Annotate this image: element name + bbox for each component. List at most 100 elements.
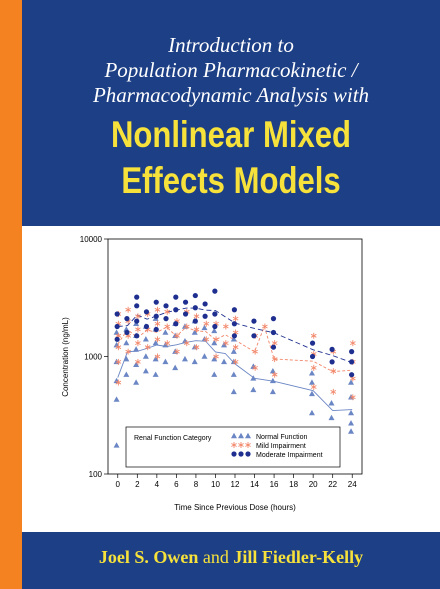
subtitle-line-2: Population Pharmacokinetic / bbox=[104, 58, 358, 82]
data-point bbox=[154, 353, 161, 360]
data-point bbox=[124, 316, 130, 322]
data-point bbox=[142, 353, 149, 359]
data-point bbox=[114, 323, 120, 330]
data-point bbox=[212, 311, 218, 317]
asterisk-stroke bbox=[144, 327, 151, 332]
data-point bbox=[349, 394, 356, 401]
asterisk-stroke bbox=[115, 345, 122, 350]
data-point bbox=[174, 348, 180, 355]
data-point bbox=[310, 332, 317, 339]
data-point bbox=[125, 348, 131, 355]
data-point bbox=[203, 320, 210, 327]
data-point bbox=[329, 346, 335, 352]
asterisk-stroke bbox=[135, 314, 141, 319]
data-point bbox=[329, 359, 335, 365]
data-point bbox=[115, 379, 122, 386]
asterisk-stroke bbox=[222, 324, 229, 329]
data-point bbox=[182, 299, 189, 305]
asterisk-stroke bbox=[193, 345, 200, 350]
data-point bbox=[191, 358, 198, 365]
asterisk-stroke bbox=[213, 337, 219, 342]
data-point bbox=[124, 329, 130, 336]
data-point bbox=[154, 336, 161, 343]
legend-marker bbox=[245, 432, 251, 439]
chart-panel bbox=[22, 226, 440, 532]
legend: Renal Function Category Normal Function … bbox=[125, 426, 341, 468]
data-point bbox=[114, 336, 120, 342]
data-point bbox=[123, 355, 130, 362]
legend-marker bbox=[231, 442, 237, 448]
data-point bbox=[134, 294, 140, 300]
x-tick-label: 24 bbox=[348, 480, 357, 489]
data-point bbox=[252, 364, 258, 371]
data-point bbox=[172, 364, 179, 371]
data-point bbox=[269, 388, 276, 395]
asterisk-stroke bbox=[349, 376, 356, 381]
data-point bbox=[173, 294, 179, 300]
data-point bbox=[134, 303, 140, 309]
data-point bbox=[348, 409, 355, 416]
authors-line: Joel S. Owen and Jill Fiedler-Kelly bbox=[22, 546, 440, 568]
main-title-line-2: Effects Models bbox=[121, 160, 341, 201]
asterisk-stroke bbox=[135, 341, 141, 346]
asterisk-stroke bbox=[164, 341, 171, 346]
data-point bbox=[211, 355, 218, 362]
data-point bbox=[328, 414, 335, 421]
data-point bbox=[133, 346, 140, 352]
data-point bbox=[328, 400, 335, 406]
asterisk-stroke bbox=[115, 359, 122, 364]
asterisk-stroke bbox=[164, 309, 171, 314]
asterisk-stroke bbox=[193, 327, 200, 332]
x-tick-label: 2 bbox=[135, 480, 140, 489]
x-tick-label: 16 bbox=[270, 480, 279, 489]
data-point bbox=[221, 358, 228, 365]
data-point bbox=[330, 368, 337, 375]
bottom-author-band bbox=[22, 532, 440, 589]
data-point bbox=[203, 336, 210, 343]
data-point bbox=[162, 358, 169, 365]
asterisk-stroke bbox=[232, 345, 239, 350]
data-point bbox=[270, 316, 277, 322]
data-point bbox=[142, 367, 149, 374]
data-point bbox=[173, 321, 179, 327]
author-joiner: and bbox=[202, 547, 229, 567]
asterisk-stroke bbox=[154, 321, 161, 326]
legend-marker bbox=[231, 451, 237, 457]
data-point bbox=[134, 333, 140, 339]
legend-label-mild: Mild Impairment bbox=[256, 443, 306, 450]
data-point bbox=[230, 348, 237, 354]
asterisk-stroke bbox=[183, 341, 190, 346]
data-point bbox=[125, 306, 131, 313]
asterisk-stroke bbox=[154, 337, 161, 342]
data-point bbox=[135, 326, 141, 333]
data-point bbox=[270, 344, 277, 350]
data-point bbox=[114, 311, 120, 317]
data-point bbox=[164, 308, 171, 315]
data-point bbox=[135, 340, 141, 347]
asterisk-stroke bbox=[252, 365, 258, 370]
asterisk-stroke bbox=[144, 345, 151, 350]
data-point bbox=[232, 315, 239, 322]
asterisk-stroke bbox=[174, 333, 180, 338]
asterisk-stroke bbox=[125, 319, 131, 324]
asterisk-stroke bbox=[203, 337, 210, 342]
data-point bbox=[212, 323, 218, 330]
x-tick-label: 10 bbox=[211, 480, 220, 489]
data-point bbox=[143, 309, 150, 315]
data-point bbox=[153, 326, 159, 333]
data-point bbox=[201, 353, 208, 359]
data-point bbox=[183, 340, 190, 347]
data-point bbox=[202, 313, 208, 319]
data-point bbox=[211, 371, 218, 377]
data-point bbox=[251, 333, 257, 339]
data-point bbox=[348, 420, 355, 426]
legend-box bbox=[125, 426, 341, 468]
data-point bbox=[308, 409, 315, 416]
asterisk-stroke bbox=[125, 307, 131, 312]
orange-spine-strip bbox=[0, 0, 22, 589]
data-point bbox=[349, 372, 355, 378]
data-point bbox=[308, 390, 315, 397]
asterisk-stroke bbox=[222, 341, 229, 346]
